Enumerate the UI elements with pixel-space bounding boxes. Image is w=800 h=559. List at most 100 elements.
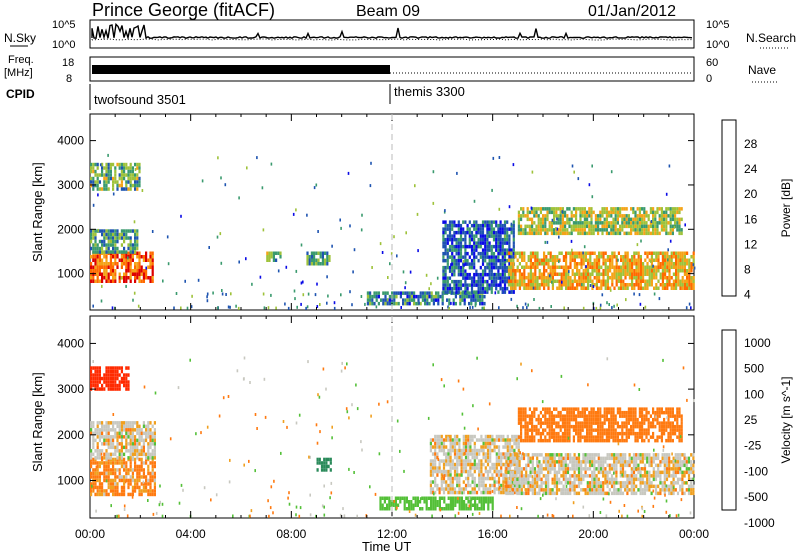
data-cell (571, 228, 573, 232)
data-cell (452, 497, 454, 501)
data-cell (112, 468, 114, 472)
data-cell (116, 456, 118, 460)
data-cell (675, 273, 677, 277)
data-cell (600, 488, 602, 492)
data-cell (92, 468, 94, 472)
data-cell (309, 259, 311, 263)
data-cell (631, 276, 633, 280)
data-cell (577, 207, 579, 211)
data-cell (475, 245, 477, 249)
data-cell (127, 432, 129, 436)
data-cell (458, 283, 460, 287)
data-cell (664, 457, 666, 461)
data-cell (130, 439, 132, 443)
data-cell (638, 266, 640, 270)
data-cell (605, 280, 607, 284)
data-cell (560, 492, 562, 496)
data-cell (584, 207, 586, 211)
data-cell (547, 287, 549, 291)
data-cell (484, 255, 486, 259)
data-cell (569, 460, 571, 464)
data-cell (388, 507, 390, 511)
data-cell (540, 425, 542, 429)
data-cell (655, 259, 657, 263)
data-cell (590, 211, 592, 215)
data-cell (461, 504, 463, 508)
data-cell (125, 173, 127, 177)
data-cell (535, 407, 537, 411)
data-cell (130, 442, 132, 446)
data-cell (684, 283, 686, 287)
data-cell (624, 269, 626, 273)
data-cell (532, 266, 534, 270)
data-cell (525, 478, 527, 482)
data-cell (644, 453, 646, 457)
data-cell (478, 290, 480, 294)
data-cell (544, 225, 546, 229)
data-cell (666, 488, 668, 492)
data-cell (130, 432, 132, 436)
data-cell (521, 488, 523, 492)
data-cell (622, 464, 624, 468)
data-cell (125, 461, 127, 465)
data-cell (591, 481, 593, 485)
data-cell (678, 221, 680, 225)
data-cell (452, 438, 454, 442)
data-cell (673, 280, 675, 284)
data-cell (108, 180, 110, 184)
data-cell (458, 491, 460, 495)
data-cell (134, 461, 136, 465)
data-cell (152, 435, 154, 439)
data-cell (426, 295, 428, 299)
data-cell (502, 273, 504, 277)
data-cell (644, 488, 646, 492)
data-cell (465, 497, 467, 501)
data-cell (116, 266, 118, 270)
data-cell (624, 262, 626, 266)
data-cell (486, 245, 488, 249)
noise-point (444, 209, 446, 212)
data-cell (464, 276, 466, 280)
noise-point (433, 170, 435, 173)
data-cell (449, 238, 451, 242)
data-cell (116, 240, 118, 244)
data-cell (125, 425, 127, 429)
data-cell (514, 287, 516, 291)
y-tick-label: 3000 (57, 178, 84, 192)
data-cell (540, 225, 542, 229)
data-cell (469, 276, 471, 280)
data-cell (513, 248, 515, 252)
data-cell (591, 474, 593, 478)
data-cell (136, 465, 138, 469)
data-cell (631, 255, 633, 259)
data-cell (692, 488, 694, 492)
data-cell (130, 170, 132, 174)
data-cell (604, 207, 606, 211)
data-cell (125, 233, 127, 237)
data-cell (101, 166, 103, 170)
data-cell (540, 211, 542, 215)
data-cell (480, 283, 482, 287)
data-cell (521, 492, 523, 496)
data-cell (633, 488, 635, 492)
data-cell (123, 475, 125, 479)
data-cell (565, 467, 567, 471)
data-cell (467, 477, 469, 481)
data-cell (574, 481, 576, 485)
data-cell (90, 233, 92, 237)
data-cell (449, 220, 451, 224)
data-cell (94, 373, 96, 377)
data-cell (97, 489, 99, 493)
data-cell (567, 478, 569, 482)
data-cell (610, 232, 612, 236)
data-cell (665, 207, 667, 211)
data-cell (465, 456, 467, 460)
data-cell (463, 480, 465, 484)
data-cell (489, 484, 491, 488)
data-cell (587, 467, 589, 471)
data-cell (112, 247, 114, 251)
data-cell (659, 464, 661, 468)
data-cell (668, 262, 670, 266)
data-cell (132, 489, 134, 493)
data-cell (527, 428, 529, 432)
